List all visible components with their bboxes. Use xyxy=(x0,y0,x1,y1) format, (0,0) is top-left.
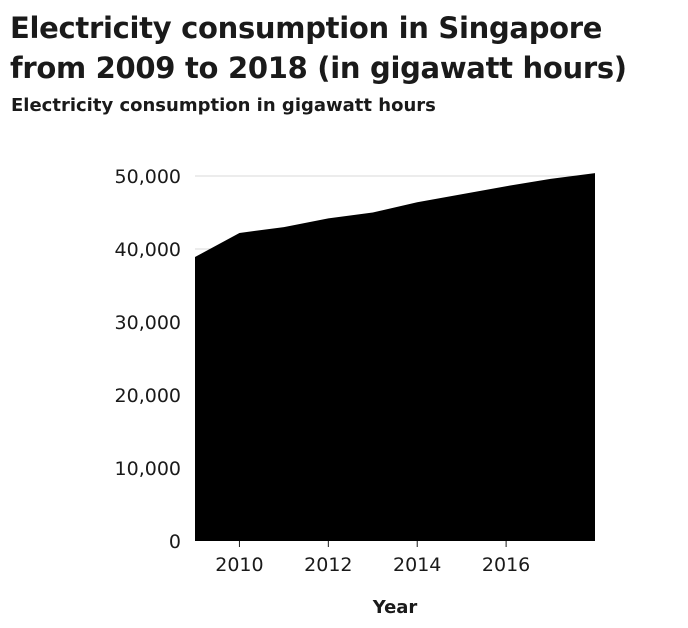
y-tick-label: 0 xyxy=(169,531,181,553)
y-tick-label: 10,000 xyxy=(115,458,181,480)
y-tick-label: 50,000 xyxy=(115,166,181,188)
x-axis-title: Year xyxy=(372,597,418,618)
x-tick-label: 2010 xyxy=(215,554,263,576)
x-axis-ticks: 2010 2012 2014 2016 xyxy=(215,541,530,576)
x-tick-label: 2014 xyxy=(393,554,441,576)
y-axis-title: Electricity consumption in gigawatt hour… xyxy=(11,95,436,116)
area-series xyxy=(195,173,595,541)
x-tick-label: 2012 xyxy=(304,554,352,576)
y-axis-ticks: 0 10,000 20,000 30,000 40,000 50,000 xyxy=(115,166,181,553)
chart-title: Electricity consumption in Singapore fro… xyxy=(10,11,627,85)
y-tick-label: 20,000 xyxy=(115,385,181,407)
x-tick-label: 2016 xyxy=(482,554,530,576)
y-tick-label: 40,000 xyxy=(115,239,181,261)
y-tick-label: 30,000 xyxy=(115,312,181,334)
